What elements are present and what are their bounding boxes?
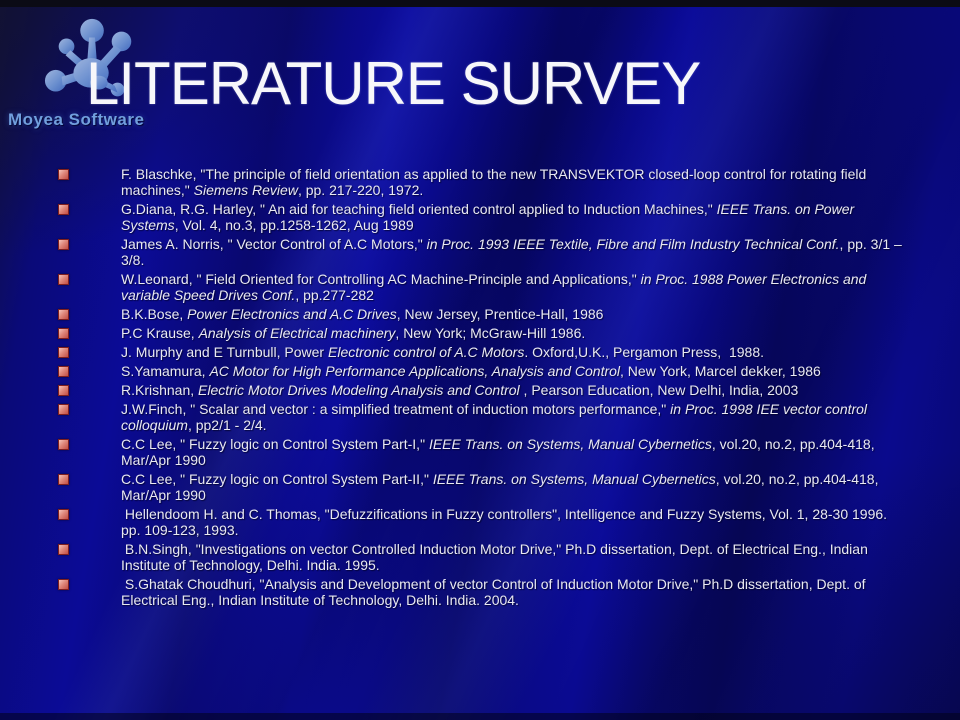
reference-text: S.Yamamura, AC Motor for High Performanc… [121, 363, 821, 379]
reference-item: J.W.Finch, " Scalar and vector : a simpl… [58, 401, 906, 433]
reference-item: B.N.Singh, "Investigations on vector Con… [58, 541, 906, 573]
reference-item: F. Blaschke, "The principle of field ori… [58, 166, 906, 198]
letterbox-top [0, 0, 960, 7]
reference-item: Hellendoom H. and C. Thomas, "Defuzzific… [58, 506, 906, 538]
reference-text: P.C Krause, Analysis of Electrical machi… [121, 325, 586, 341]
bullet-square-icon [58, 544, 69, 555]
bullet-square-icon [58, 366, 69, 377]
reference-text: W.Leonard, " Field Oriented for Controll… [121, 271, 871, 303]
reference-text: B.N.Singh, "Investigations on vector Con… [121, 541, 872, 573]
reference-text: C.C Lee, " Fuzzy logic on Control System… [121, 471, 883, 503]
reference-item: James A. Norris, " Vector Control of A.C… [58, 236, 906, 268]
bullet-square-icon [58, 169, 69, 180]
reference-text: J.W.Finch, " Scalar and vector : a simpl… [121, 401, 871, 433]
reference-item: J. Murphy and E Turnbull, Power Electron… [58, 344, 906, 360]
bullet-square-icon [58, 274, 69, 285]
bullet-square-icon [58, 474, 69, 485]
bullet-square-icon [58, 439, 69, 450]
reference-text: R.Krishnan, Electric Motor Drives Modeli… [121, 382, 799, 398]
reference-item: C.C Lee, " Fuzzy logic on Control System… [58, 436, 906, 468]
moyea-logo-icon [40, 14, 148, 118]
bullet-square-icon [58, 328, 69, 339]
bullet-square-icon [58, 404, 69, 415]
reference-text: F. Blaschke, "The principle of field ori… [121, 166, 871, 198]
reference-item: S.Yamamura, AC Motor for High Performanc… [58, 363, 906, 379]
bullet-square-icon [58, 347, 69, 358]
reference-text: B.K.Bose, Power Electronics and A.C Driv… [121, 306, 604, 322]
reference-item: S.Ghatak Choudhuri, "Analysis and Develo… [58, 576, 906, 608]
reference-item: B.K.Bose, Power Electronics and A.C Driv… [58, 306, 906, 322]
reference-text: G.Diana, R.G. Harley, " An aid for teach… [121, 201, 859, 233]
reference-list: F. Blaschke, "The principle of field ori… [58, 166, 906, 611]
bullet-square-icon [58, 579, 69, 590]
bullet-square-icon [58, 204, 69, 215]
reference-item: C.C Lee, " Fuzzy logic on Control System… [58, 471, 906, 503]
reference-text: Hellendoom H. and C. Thomas, "Defuzzific… [121, 506, 891, 538]
reference-text: J. Murphy and E Turnbull, Power Electron… [121, 344, 764, 360]
reference-item: G.Diana, R.G. Harley, " An aid for teach… [58, 201, 906, 233]
reference-text: S.Ghatak Choudhuri, "Analysis and Develo… [121, 576, 870, 608]
watermark-text: Moyea Software [8, 110, 145, 129]
reference-item: W.Leonard, " Field Oriented for Controll… [58, 271, 906, 303]
reference-text: C.C Lee, " Fuzzy logic on Control System… [121, 436, 879, 468]
letterbox-bottom [0, 713, 960, 720]
bullet-square-icon [58, 309, 69, 320]
page-title: LITERATURE SURVEY [86, 50, 701, 117]
bullet-square-icon [58, 385, 69, 396]
bullet-square-icon [58, 239, 69, 250]
reference-text: James A. Norris, " Vector Control of A.C… [121, 236, 906, 268]
reference-item: P.C Krause, Analysis of Electrical machi… [58, 325, 906, 341]
bullet-square-icon [58, 509, 69, 520]
reference-item: R.Krishnan, Electric Motor Drives Modeli… [58, 382, 906, 398]
